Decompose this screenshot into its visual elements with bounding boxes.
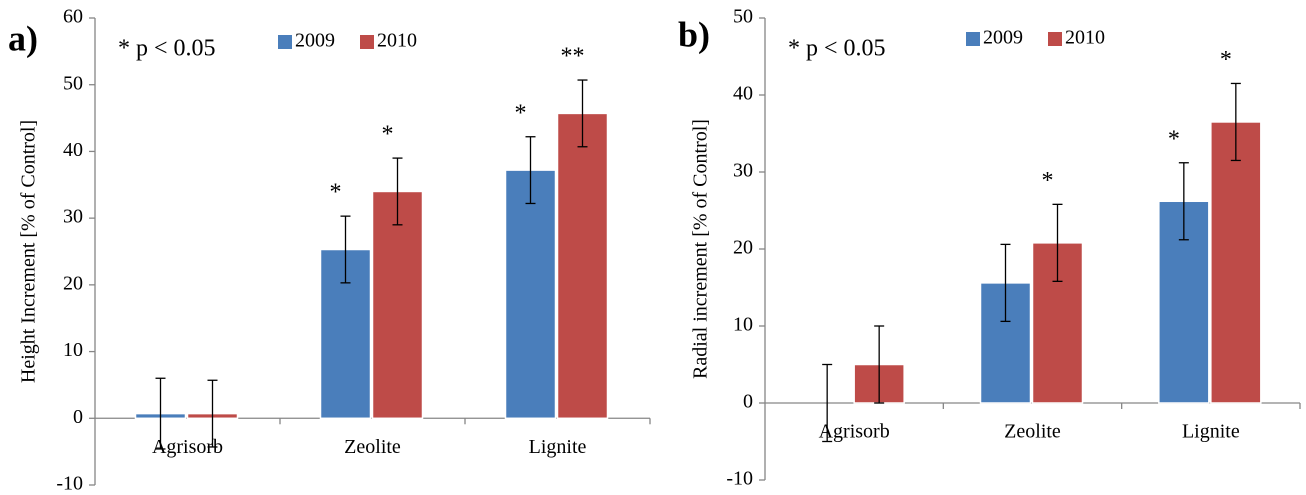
y-tick-label: 20 bbox=[63, 272, 83, 294]
legend-label: 2010 bbox=[1065, 27, 1105, 49]
x-tick-label: Lignite bbox=[1182, 421, 1240, 443]
legend-swatch bbox=[1048, 32, 1062, 46]
legend-label: 2009 bbox=[295, 30, 335, 52]
y-tick-label: 10 bbox=[733, 314, 753, 336]
bar bbox=[556, 112, 609, 420]
bar bbox=[371, 190, 424, 420]
significance-marker: * bbox=[515, 100, 527, 126]
legend-label: 2009 bbox=[983, 27, 1023, 49]
annotation: * p < 0.05 bbox=[788, 36, 886, 62]
x-tick-label: Zeolite bbox=[1004, 421, 1061, 443]
legend-swatch bbox=[360, 35, 374, 49]
annotation: * p < 0.05 bbox=[118, 36, 216, 62]
x-tick-label: Lignite bbox=[529, 436, 587, 458]
x-tick-label: Agrisorb bbox=[152, 436, 223, 458]
y-axis-title: Height Increment [% of Control] bbox=[18, 120, 40, 383]
y-tick-label: 10 bbox=[63, 339, 83, 361]
y-axis-title: Radial increment [% of Control] bbox=[690, 119, 712, 379]
bar bbox=[504, 169, 557, 420]
significance-marker: * bbox=[330, 180, 342, 206]
y-tick-label: 60 bbox=[63, 6, 83, 28]
y-tick-label: -10 bbox=[726, 468, 753, 490]
y-tick-label: 0 bbox=[73, 406, 83, 428]
legend-swatch bbox=[278, 35, 292, 49]
y-tick-label: -10 bbox=[56, 473, 83, 495]
y-tick-label: 20 bbox=[733, 237, 753, 259]
legend-label: 2010 bbox=[377, 30, 417, 52]
bar bbox=[1210, 121, 1262, 404]
panel-label: a) bbox=[8, 18, 38, 58]
panel-label: b) bbox=[678, 14, 710, 54]
y-tick-label: 50 bbox=[63, 72, 83, 94]
x-tick-label: Agrisorb bbox=[819, 421, 890, 443]
x-tick-label: Zeolite bbox=[344, 436, 401, 458]
y-tick-label: 30 bbox=[63, 206, 83, 228]
y-tick-label: 40 bbox=[63, 139, 83, 161]
significance-marker: * bbox=[382, 122, 394, 148]
y-tick-label: 50 bbox=[733, 6, 753, 28]
y-tick-label: 40 bbox=[733, 83, 753, 105]
significance-marker: * bbox=[1168, 126, 1180, 152]
significance-marker: ** bbox=[561, 44, 585, 70]
legend-swatch bbox=[966, 32, 980, 46]
y-tick-label: 30 bbox=[733, 160, 753, 182]
y-tick-label: 0 bbox=[743, 391, 753, 413]
significance-marker: * bbox=[1042, 168, 1054, 194]
significance-marker: * bbox=[1220, 47, 1232, 73]
